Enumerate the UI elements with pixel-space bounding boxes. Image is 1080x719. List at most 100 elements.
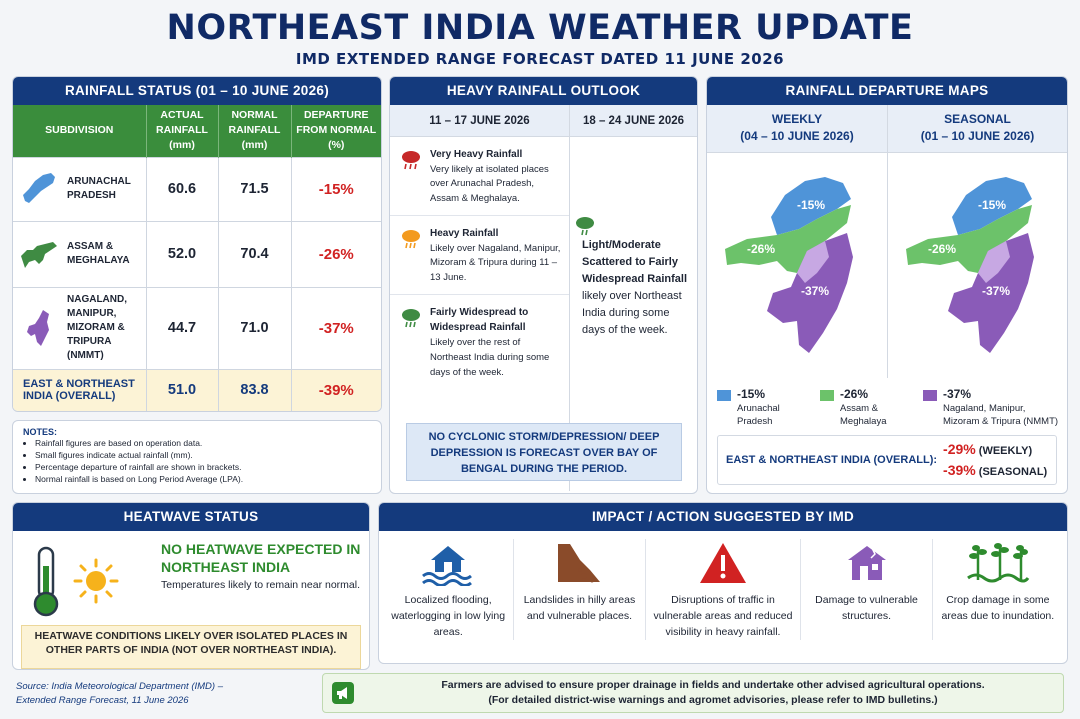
column-header-normal: NORMAL RAINFALL (mm)	[218, 105, 292, 158]
outlook-title: HEAVY RAINFALL OUTLOOK	[390, 77, 697, 105]
nmmt-map-icon	[27, 310, 49, 347]
legend-swatch	[820, 389, 834, 401]
nmmt-region	[767, 233, 853, 353]
sun-icon	[73, 558, 119, 604]
weekly-range: (04 – 10 JUNE 2026)	[740, 128, 854, 143]
legend-label: Nagaland, Manipur, Mizoram & Tripura (NM…	[943, 402, 1059, 427]
seasonal-map-column: SEASONAL (01 – 10 JUNE 2026) -15% -26% -…	[887, 105, 1067, 378]
departure-maps-panel: RAINFALL DEPARTURE MAPS WEEKLY (04 – 10 …	[706, 76, 1068, 494]
damaged-house-icon	[847, 546, 886, 580]
heavy-rain-icon	[402, 229, 420, 249]
advice-line: (For detailed district-wise warnings and…	[488, 694, 938, 706]
column-header-departure: DEPARTURE FROM NORMAL (%)	[291, 105, 381, 158]
table-row: NAGALAND, MANIPUR, MIZORAM & TRIPURA (NM…	[13, 286, 381, 370]
column-header-subdivision: SUBDIVISION	[13, 105, 147, 158]
seasonal-departure-map: -15% -26% -37%	[906, 177, 1034, 353]
overall-weekly-value: -29%	[943, 441, 976, 457]
map-legend: -15% Arunachal Pradesh -26% Assam & Megh…	[707, 378, 1067, 428]
maps-title: RAINFALL DEPARTURE MAPS	[707, 77, 1067, 105]
table-header-row: SUBDIVISION ACTUAL RAINFALL (mm) NORMAL …	[13, 105, 381, 158]
source-line: Extended Range Forecast, 11 June 2026	[16, 695, 189, 707]
actual-rainfall-cell: 44.7	[146, 286, 219, 370]
assam-meghalaya-map-icon	[21, 242, 57, 269]
departure-cell: -15%	[291, 156, 381, 222]
assam-meghalaya-region	[906, 205, 1032, 273]
landslide-icon	[558, 544, 601, 583]
subdivision-cell: ARUNACHAL PRADESH	[13, 156, 147, 222]
megaphone-icon	[332, 682, 354, 704]
total-subdivision-cell: EAST & NORTHEAST INDIA (OVERALL)	[13, 368, 147, 411]
source-note: Source: India Meteorological Department …	[16, 680, 223, 709]
weekly-label: WEEKLY	[771, 112, 823, 126]
outlook-item: Very Heavy Rainfall Very likely at isola…	[390, 137, 569, 216]
weekly-map-column: WEEKLY (04 – 10 JUNE 2026) -15% -26% -37…	[707, 105, 887, 378]
outlook-text: Very likely at isolated places over Arun…	[430, 163, 549, 205]
cyclone-note: NO CYCLONIC STORM/DEPRESSION/ DEEP DEPRE…	[406, 423, 682, 481]
subdivision-cell: NAGALAND, MANIPUR, MIZORAM & TRIPURA (NM…	[13, 286, 147, 370]
outlook-text: Likely over Nagaland, Manipur, Mizoram &…	[430, 242, 561, 284]
rainfall-status-panel: RAINFALL STATUS (01 – 10 JUNE 2026) SUBD…	[12, 76, 382, 412]
note-item: Percentage departure of rainfall are sho…	[35, 462, 371, 474]
note-item: Rainfall figures are based on operation …	[35, 438, 371, 450]
thermometer-icon	[33, 546, 59, 617]
outlook-item: Fairly Widespread to Widespread Rainfall…	[390, 295, 569, 389]
subdivision-cell: ASSAM & MEGHALAYA	[13, 220, 147, 288]
page-subtitle: IMD EXTENDED RANGE FORECAST DATED 11 JUN…	[295, 50, 785, 68]
departure-cell: -26%	[291, 220, 381, 288]
page-header: NORTHEAST INDIA WEATHER UPDATE IMD EXTEN…	[0, 0, 1080, 76]
subdivision-name: ARUNACHAL PRADESH	[67, 176, 131, 202]
outlook-heading: Heavy Rainfall	[430, 227, 499, 239]
actual-rainfall-cell: 52.0	[146, 220, 219, 288]
impact-text: Crop damage in some areas due to inundat…	[941, 594, 1055, 622]
notes-title: NOTES:	[23, 427, 58, 437]
rainfall-status-table: SUBDIVISION ACTUAL RAINFALL (mm) NORMAL …	[13, 105, 381, 411]
impact-title: IMPACT / ACTION SUGGESTED BY IMD	[379, 503, 1067, 531]
normal-rainfall-cell: 71.0	[218, 286, 292, 370]
rainfall-status-title: RAINFALL STATUS (01 – 10 JUNE 2026)	[13, 77, 381, 105]
column-header-actual: ACTUAL RAINFALL (mm)	[146, 105, 219, 158]
table-row: ARUNACHAL PRADESH 60.6 71.5 -15%	[13, 156, 381, 222]
outlook-text: Likely over the rest of Northeast India …	[430, 337, 550, 378]
legend-swatch	[717, 389, 731, 401]
impact-text: Localized flooding, waterlogging in low …	[391, 594, 506, 638]
heatwave-main-text: NO HEATWAVE EXPECTED IN NORTHEAST INDIA	[161, 541, 361, 575]
warning-icon	[700, 543, 746, 583]
assam-value: -26%	[747, 242, 775, 256]
week2-text: likely over Northeast India during some …	[582, 290, 682, 337]
arunachal-map-icon	[23, 173, 55, 204]
overall-departure-box: EAST & NORTHEAST INDIA (OVERALL): -29% (…	[717, 435, 1057, 485]
week1-label: 11 – 17 JUNE 2026	[390, 105, 569, 137]
impact-text: Damage to vulnerable structures.	[815, 594, 918, 622]
week2-heading: Light/Moderate Scattered to Fairly Wides…	[582, 239, 688, 286]
note-item: Small figures indicate actual rainfall (…	[35, 450, 371, 462]
advice-line: Farmers are advised to ensure proper dra…	[441, 678, 985, 691]
arunachal-region	[952, 177, 1032, 235]
heatwave-warning: HEATWAVE CONDITIONS LIKELY OVER ISOLATED…	[21, 625, 361, 669]
flood-icon	[422, 546, 473, 586]
farmer-advice-box: Farmers are advised to ensure proper dra…	[322, 673, 1064, 713]
overall-label: EAST & NORTHEAST INDIA (OVERALL):	[726, 454, 938, 466]
legend-item: -37% Nagaland, Manipur, Mizoram & Tripur…	[923, 386, 1061, 428]
actual-rainfall-cell: 60.6	[146, 156, 219, 222]
nmmt-region	[948, 233, 1034, 353]
outlook-item: Heavy Rainfall Likely over Nagaland, Man…	[390, 216, 569, 295]
table-row: ASSAM & MEGHALAYA 52.0 70.4 -26%	[13, 220, 381, 288]
subdivision-name: NAGALAND, MANIPUR, MIZORAM & TRIPURA (NM…	[67, 294, 127, 362]
notes-list: Rainfall figures are based on operation …	[23, 438, 371, 486]
nmmt-value: -37%	[982, 284, 1010, 298]
legend-item: -26% Assam & Meghalaya	[820, 386, 915, 428]
heatwave-sub-text: Temperatures likely to remain near norma…	[161, 579, 360, 591]
very-heavy-rain-icon	[402, 151, 420, 170]
week2-column: 18 – 24 JUNE 2026 Light/Moderate Scatter…	[570, 105, 697, 491]
overall-weekly-tag: (WEEKLY)	[978, 445, 1033, 457]
total-row: EAST & NORTHEAST INDIA (OVERALL) 51.0 83…	[13, 368, 381, 411]
impact-item: Landslides in hilly areas and vulnerable…	[513, 539, 644, 641]
crop-icon	[966, 543, 1030, 583]
impact-item: Damage to vulnerable structures.	[800, 539, 931, 641]
arunachal-region	[771, 177, 851, 235]
source-line: Source: India Meteorological Department …	[16, 681, 223, 692]
widespread-rain-icon	[402, 308, 420, 327]
light-rain-icon	[576, 217, 594, 236]
note-item: Normal rainfall is based on Long Period …	[35, 474, 371, 486]
impact-item: Localized flooding, waterlogging in low …	[383, 539, 513, 640]
